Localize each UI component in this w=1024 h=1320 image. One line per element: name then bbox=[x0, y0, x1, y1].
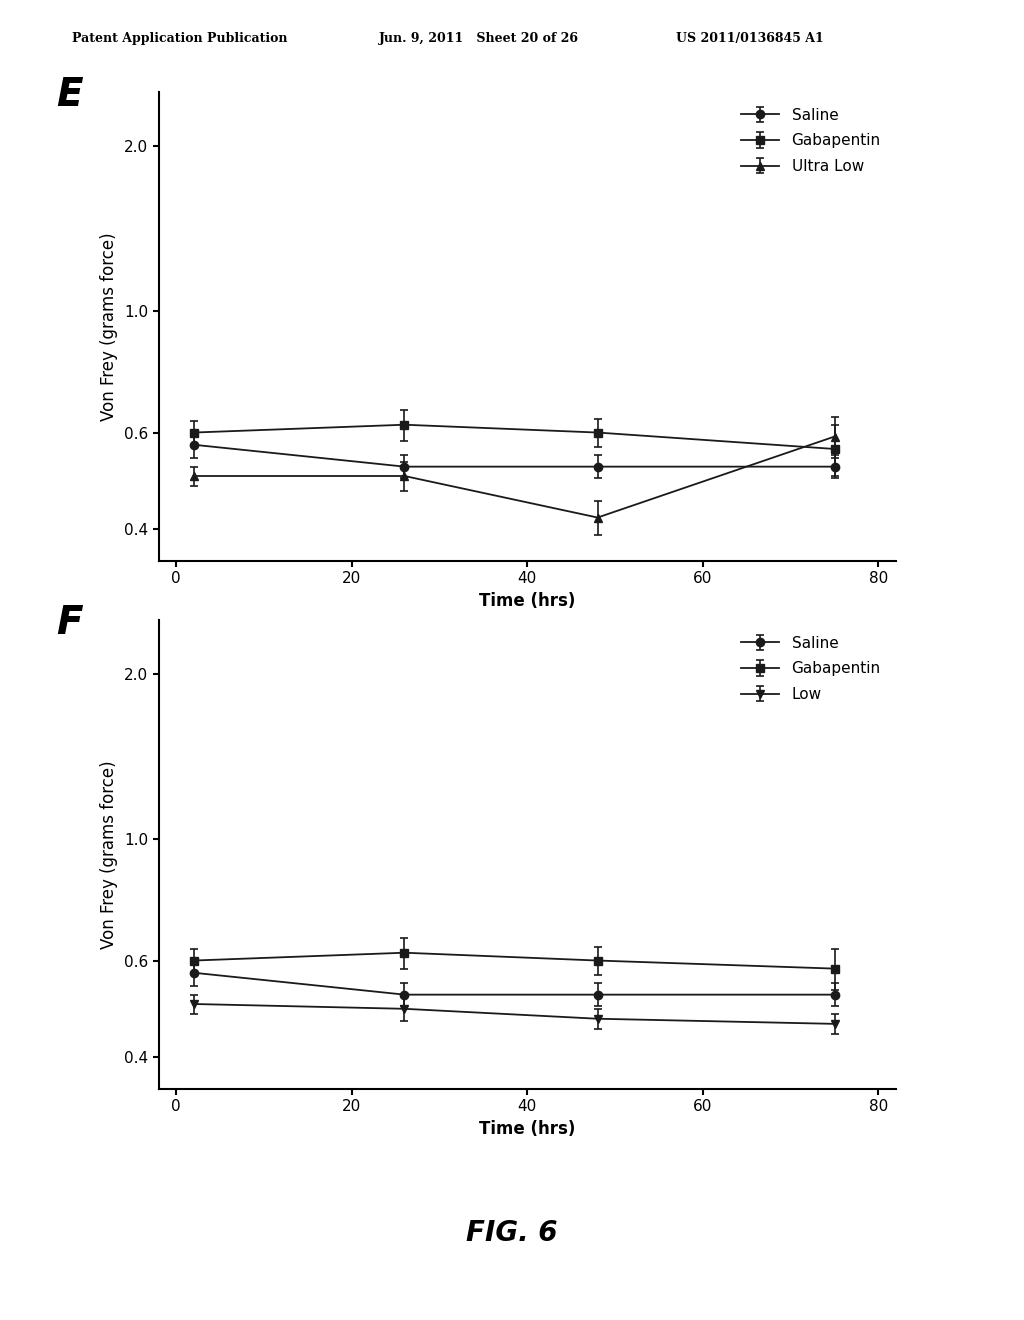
Text: Patent Application Publication: Patent Application Publication bbox=[72, 32, 287, 45]
Legend: Saline, Gabapentin, Ultra Low: Saline, Gabapentin, Ultra Low bbox=[733, 100, 889, 182]
Text: FIG. 6: FIG. 6 bbox=[466, 1218, 558, 1247]
Text: US 2011/0136845 A1: US 2011/0136845 A1 bbox=[676, 32, 823, 45]
Text: E: E bbox=[56, 75, 83, 114]
X-axis label: Time (hrs): Time (hrs) bbox=[479, 1119, 575, 1138]
Text: F: F bbox=[56, 603, 83, 642]
Text: Jun. 9, 2011   Sheet 20 of 26: Jun. 9, 2011 Sheet 20 of 26 bbox=[379, 32, 579, 45]
Y-axis label: Von Frey (grams force): Von Frey (grams force) bbox=[100, 232, 119, 421]
Y-axis label: Von Frey (grams force): Von Frey (grams force) bbox=[100, 760, 119, 949]
Legend: Saline, Gabapentin, Low: Saline, Gabapentin, Low bbox=[733, 628, 889, 710]
X-axis label: Time (hrs): Time (hrs) bbox=[479, 591, 575, 610]
